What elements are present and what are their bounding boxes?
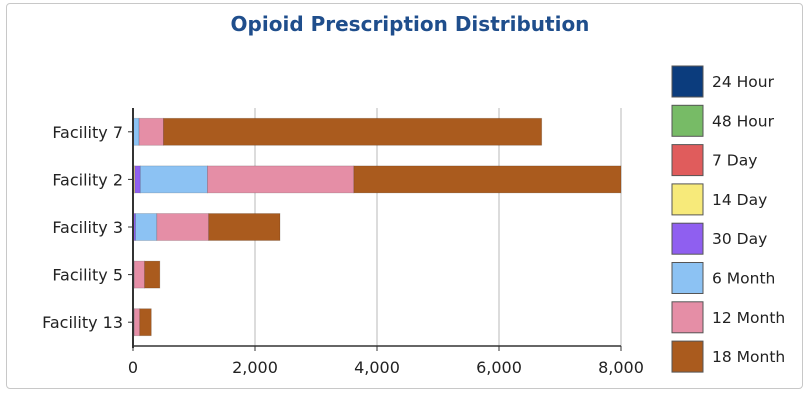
legend-label-18-month[interactable]: 18 Month xyxy=(712,348,785,366)
legend-label-30-day[interactable]: 30 Day xyxy=(712,230,767,248)
bar-facility-3-12-month[interactable] xyxy=(156,213,210,241)
bar-facility-13-18-month[interactable] xyxy=(139,308,152,337)
x-tick-label: 4,000 xyxy=(354,358,400,377)
legend-swatch-18-month[interactable] xyxy=(671,340,704,373)
y-tick-label: Facility 13 xyxy=(42,313,123,332)
x-tick-label: 2,000 xyxy=(232,358,278,377)
bar-facility-2-18-month[interactable] xyxy=(353,165,622,194)
legend: 24 Hour 48 Hour 7 Day 14 Day 30 Day 6 Month 12… xyxy=(671,65,785,373)
y-tick-label: Facility 7 xyxy=(52,123,123,142)
legend-swatch-6-month[interactable] xyxy=(671,262,704,294)
bar-facility-7-12-month[interactable] xyxy=(138,117,164,146)
chart-title: Opioid Prescription Distribution xyxy=(231,12,590,36)
bar-facility-7-18-month[interactable] xyxy=(163,117,543,146)
bar-facility-2-6-month[interactable] xyxy=(139,165,208,194)
legend-label-48-hour[interactable]: 48 Hour xyxy=(712,112,775,130)
bar-facility-5-12-month[interactable] xyxy=(133,260,145,289)
chart-svg: Opioid Prescription Distribution Facilit… xyxy=(42,12,785,377)
legend-swatch-48-hour[interactable] xyxy=(671,104,704,137)
legend-label-24-hour[interactable]: 24 Hour xyxy=(712,73,775,91)
bar-facility-3-6-month[interactable] xyxy=(135,213,158,241)
legend-label-7-day[interactable]: 7 Day xyxy=(712,152,757,170)
legend-label-12-month[interactable]: 12 Month xyxy=(712,309,785,327)
bar-facility-13-12-month[interactable] xyxy=(133,308,141,337)
bar-facility-2-12-month[interactable] xyxy=(207,165,355,194)
x-tick-label: 8,000 xyxy=(598,358,644,377)
x-tick-labels: 0 2,000 4,000 6,000 8,000 xyxy=(128,358,644,377)
bar-facility-3-18-month[interactable] xyxy=(208,213,281,241)
bars xyxy=(132,117,622,337)
axes xyxy=(128,108,622,351)
chart-frame: Opioid Prescription Distribution Facilit… xyxy=(6,3,803,389)
legend-swatch-30-day[interactable] xyxy=(671,222,704,255)
legend-label-14-day[interactable]: 14 Day xyxy=(712,191,767,209)
y-tick-label: Facility 3 xyxy=(52,218,123,237)
bar-facility-2-30-day[interactable] xyxy=(134,165,141,194)
y-tick-label: Facility 5 xyxy=(52,266,123,285)
legend-swatch-12-month[interactable] xyxy=(671,301,704,334)
x-tick-label: 0 xyxy=(128,358,138,377)
bar-facility-5-18-month[interactable] xyxy=(144,260,161,289)
legend-swatch-24-hour[interactable] xyxy=(671,65,704,98)
y-tick-label: Facility 2 xyxy=(52,170,123,189)
y-tick-labels: Facility 7 Facility 2 Facility 3 Facility 5… xyxy=(42,123,123,332)
legend-swatch-7-day[interactable] xyxy=(671,144,704,177)
x-tick-label: 6,000 xyxy=(476,358,522,377)
legend-swatch-14-day[interactable] xyxy=(671,183,704,216)
legend-label-6-month[interactable]: 6 Month xyxy=(712,270,775,288)
